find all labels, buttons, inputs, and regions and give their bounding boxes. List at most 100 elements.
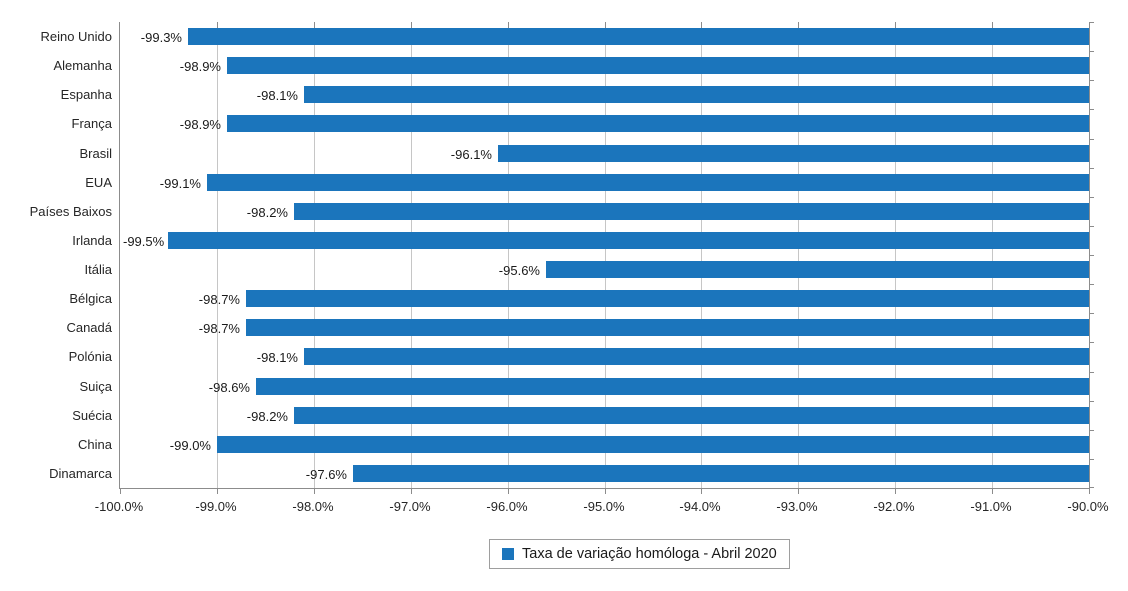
- bar: [168, 232, 1089, 249]
- plot-area: -99.3% -98.9% -98.1% -98.9% -96.1% -99.1% -98.…: [119, 22, 1094, 494]
- bar: [246, 319, 1089, 336]
- category-label: EUA: [85, 174, 112, 190]
- x-tick-label: -97.0%: [389, 499, 431, 514]
- data-label: -98.1%: [256, 349, 298, 365]
- axis-tick: [992, 489, 993, 494]
- data-label: -99.0%: [169, 437, 211, 453]
- axis-tick: [605, 489, 606, 494]
- data-label: -98.2%: [246, 204, 288, 220]
- axis-tick: [314, 489, 315, 494]
- axis-tick: [605, 22, 606, 28]
- axis-tick: [411, 22, 412, 28]
- axis-tick: [1089, 197, 1094, 198]
- axis-tick: [701, 22, 702, 28]
- category-label: Irlanda: [72, 232, 112, 248]
- axis-tick: [1089, 342, 1094, 343]
- category-label: Suiça: [79, 378, 112, 394]
- category-label: Bélgica: [69, 291, 112, 307]
- axis-tick: [411, 489, 412, 494]
- bar: [353, 465, 1089, 482]
- category-label: Reino Unido: [40, 29, 112, 45]
- x-tick-label: -90.0%: [1067, 499, 1109, 514]
- data-label: -99.5%: [123, 233, 165, 249]
- axis-tick: [798, 489, 799, 494]
- category-label: Alemanha: [53, 58, 112, 74]
- data-label: -98.1%: [256, 87, 298, 103]
- axis-tick: [1089, 51, 1094, 52]
- legend-label: Taxa de variação homóloga - Abril 2020: [522, 546, 777, 562]
- x-tick-label: -92.0%: [873, 499, 915, 514]
- x-tick-label: -94.0%: [679, 499, 721, 514]
- axis-tick: [217, 22, 218, 28]
- axis-tick: [701, 489, 702, 494]
- axis-tick: [1089, 372, 1094, 373]
- legend: Taxa de variação homóloga - Abril 2020: [489, 539, 790, 569]
- axis-tick: [1089, 284, 1094, 285]
- axis-tick: [1089, 22, 1094, 23]
- data-label: -97.6%: [305, 466, 347, 482]
- data-label: -98.9%: [179, 58, 221, 74]
- axis-tick: [508, 489, 509, 494]
- legend-marker-icon: [502, 548, 514, 560]
- bar: [246, 290, 1089, 307]
- axis-tick: [1089, 139, 1094, 140]
- category-label: Polónia: [68, 349, 112, 365]
- axis-tick: [1089, 255, 1094, 256]
- x-tick-label: -95.0%: [583, 499, 625, 514]
- gridline: [508, 22, 509, 488]
- category-label: Países Baixos: [29, 203, 112, 219]
- x-tick-label: -100.0%: [94, 499, 144, 514]
- axis-tick: [508, 22, 509, 28]
- x-tick-label: -93.0%: [776, 499, 818, 514]
- bar: [207, 174, 1089, 191]
- bar: [294, 203, 1089, 220]
- x-tick-label: -99.0%: [195, 499, 237, 514]
- bar: [546, 261, 1089, 278]
- category-label: Brasil: [79, 145, 112, 161]
- axis-tick: [895, 489, 896, 494]
- data-label: -98.7%: [198, 320, 240, 336]
- gridline: [411, 22, 412, 488]
- bar: [217, 436, 1089, 453]
- axis-tick: [1089, 226, 1094, 227]
- gridline: [605, 22, 606, 488]
- axis-tick: [217, 489, 218, 494]
- bar: [498, 145, 1089, 162]
- bar: [304, 86, 1089, 103]
- data-label: -98.2%: [246, 408, 288, 424]
- bar: [188, 28, 1089, 45]
- gridline: [217, 22, 218, 488]
- axis-tick: [120, 489, 121, 494]
- axis-tick: [992, 22, 993, 28]
- data-label: -98.7%: [198, 291, 240, 307]
- gridline: [798, 22, 799, 488]
- bar: [256, 378, 1089, 395]
- data-label: -95.6%: [498, 262, 540, 278]
- axis-tick: [1089, 313, 1094, 314]
- axis-tick: [1089, 401, 1094, 402]
- category-label: Suécia: [72, 407, 112, 423]
- axis-tick: [798, 22, 799, 28]
- data-label: -99.1%: [159, 175, 201, 191]
- axis-tick: [1089, 489, 1090, 494]
- data-label: -96.1%: [450, 146, 492, 162]
- data-label: -98.9%: [179, 116, 221, 132]
- axis-tick: [1089, 459, 1094, 460]
- bar: [227, 115, 1089, 132]
- category-label: Canadá: [66, 320, 112, 336]
- gridline: [992, 22, 993, 488]
- data-label: -98.6%: [208, 379, 250, 395]
- category-label: Dinamarca: [49, 465, 112, 481]
- category-label: Espanha: [60, 87, 112, 103]
- axis-tick: [1089, 168, 1094, 169]
- category-label: Itália: [84, 262, 112, 278]
- bar: [294, 407, 1089, 424]
- axis-tick: [1089, 80, 1094, 81]
- axis-tick: [1089, 487, 1094, 488]
- gridline: [701, 22, 702, 488]
- gridline: [895, 22, 896, 488]
- axis-tick: [314, 22, 315, 28]
- category-label: China: [78, 436, 112, 452]
- x-tick-label: -91.0%: [970, 499, 1012, 514]
